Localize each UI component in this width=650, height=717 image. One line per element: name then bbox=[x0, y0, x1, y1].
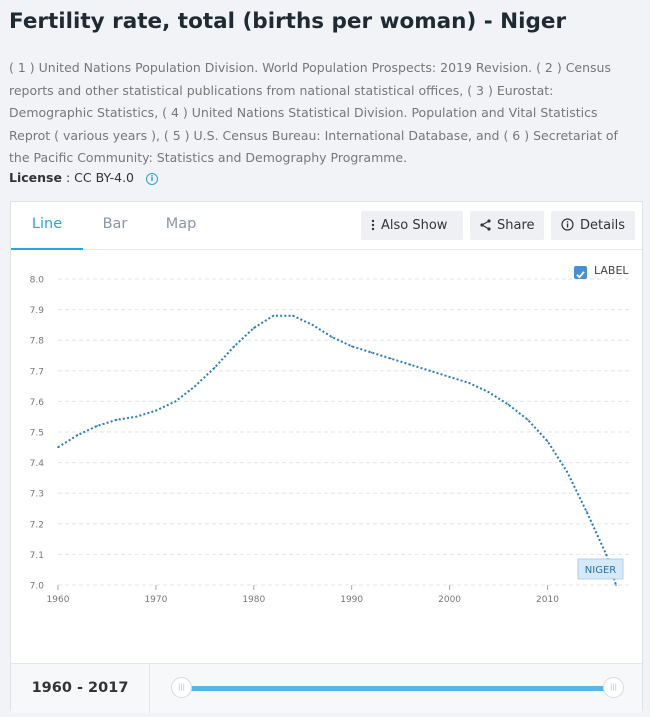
x-tick-label: 2010 bbox=[536, 595, 559, 605]
series-label: NIGER bbox=[585, 565, 616, 576]
info-icon[interactable]: i bbox=[146, 173, 158, 185]
y-tick-label: 8.0 bbox=[30, 276, 45, 286]
check-icon bbox=[576, 271, 585, 279]
data-point bbox=[174, 400, 177, 403]
data-point bbox=[311, 324, 314, 326]
x-tick-label: 1960 bbox=[47, 595, 70, 605]
y-tick-label: 7.8 bbox=[30, 337, 45, 347]
data-point bbox=[615, 584, 617, 586]
data-point bbox=[429, 370, 431, 372]
license-value: : CC BY-4.0 bbox=[65, 170, 135, 185]
y-tick-label: 7.7 bbox=[30, 367, 44, 377]
more-vertical-icon bbox=[371, 219, 375, 231]
also-show-label: Also Show bbox=[381, 218, 448, 233]
info-circle-icon bbox=[561, 218, 574, 231]
range-footer: 1960 - 2017 ||| ||| bbox=[11, 663, 642, 713]
also-show-button[interactable]: Also Show bbox=[361, 211, 463, 240]
tab-line[interactable]: Line bbox=[11, 202, 83, 250]
x-tick-label: 1980 bbox=[242, 595, 265, 605]
slider-start-handle[interactable]: ||| bbox=[171, 677, 192, 698]
share-label: Share bbox=[497, 218, 535, 233]
data-point bbox=[468, 382, 470, 384]
data-point bbox=[331, 336, 333, 338]
data-point bbox=[507, 403, 510, 406]
slider-end-handle[interactable]: ||| bbox=[603, 677, 624, 698]
series-line-niger bbox=[57, 314, 617, 586]
data-point bbox=[390, 357, 392, 360]
y-tick-label: 7.1 bbox=[30, 551, 44, 561]
sources-text: ( 1 ) United Nations Population Division… bbox=[9, 60, 618, 165]
data-point bbox=[527, 418, 529, 421]
data-point bbox=[409, 363, 412, 366]
data-point bbox=[448, 376, 451, 378]
y-tick-label: 7.3 bbox=[30, 490, 44, 500]
label-checkbox-label: LABEL bbox=[594, 264, 629, 277]
share-icon bbox=[480, 219, 491, 231]
data-point bbox=[566, 470, 568, 473]
chart-card: Line Bar Map Also Show Share Details 7.0… bbox=[10, 201, 643, 713]
data-point bbox=[252, 327, 255, 329]
x-tick-label: 2000 bbox=[438, 595, 461, 605]
share-button[interactable]: Share bbox=[470, 211, 544, 240]
data-point bbox=[292, 314, 294, 317]
details-label: Details bbox=[580, 218, 626, 233]
data-point bbox=[155, 409, 157, 412]
line-chart: 7.0 7.1 7.2 7.3 7.4 7.5 7.6 7.7 7.8 7.9 8.0 1960 197… bbox=[30, 276, 631, 605]
x-tick-label: 1970 bbox=[144, 595, 167, 605]
y-tick-label: 7.0 bbox=[30, 582, 45, 592]
data-point bbox=[605, 553, 608, 556]
tab-map[interactable]: Map bbox=[165, 216, 197, 232]
view-tabs: Line Bar Map Also Show Share Details bbox=[11, 202, 642, 250]
data-point bbox=[585, 510, 588, 513]
y-tick-label: 7.5 bbox=[30, 429, 44, 439]
year-range-slider[interactable] bbox=[181, 686, 613, 691]
page-title: Fertility rate, total (births per woman)… bbox=[9, 9, 567, 34]
data-point bbox=[350, 345, 353, 348]
data-point bbox=[194, 385, 196, 387]
series-label-box bbox=[577, 558, 624, 580]
data-point bbox=[115, 418, 118, 421]
data-point bbox=[96, 425, 98, 427]
data-point bbox=[135, 415, 138, 418]
y-tick-label: 7.2 bbox=[30, 520, 44, 530]
label-checkbox[interactable] bbox=[574, 266, 587, 279]
y-tick-label: 7.6 bbox=[30, 398, 45, 408]
data-point bbox=[76, 434, 79, 436]
data-point bbox=[233, 345, 236, 348]
data-point bbox=[487, 391, 490, 394]
data-point bbox=[370, 351, 373, 354]
license-label: License bbox=[9, 170, 62, 185]
data-point bbox=[213, 366, 216, 369]
data-point bbox=[272, 314, 275, 317]
y-tick-label: 7.9 bbox=[30, 306, 45, 316]
year-range-label: 1960 - 2017 bbox=[11, 664, 150, 713]
data-point bbox=[546, 440, 549, 442]
details-button[interactable]: Details bbox=[551, 211, 635, 240]
license-line: License : CC BY-4.0 i bbox=[9, 170, 158, 185]
data-point bbox=[57, 446, 59, 449]
y-tick-label: 7.4 bbox=[30, 459, 45, 469]
tab-bar[interactable]: Bar bbox=[102, 216, 128, 232]
x-tick-label: 1990 bbox=[340, 595, 363, 605]
